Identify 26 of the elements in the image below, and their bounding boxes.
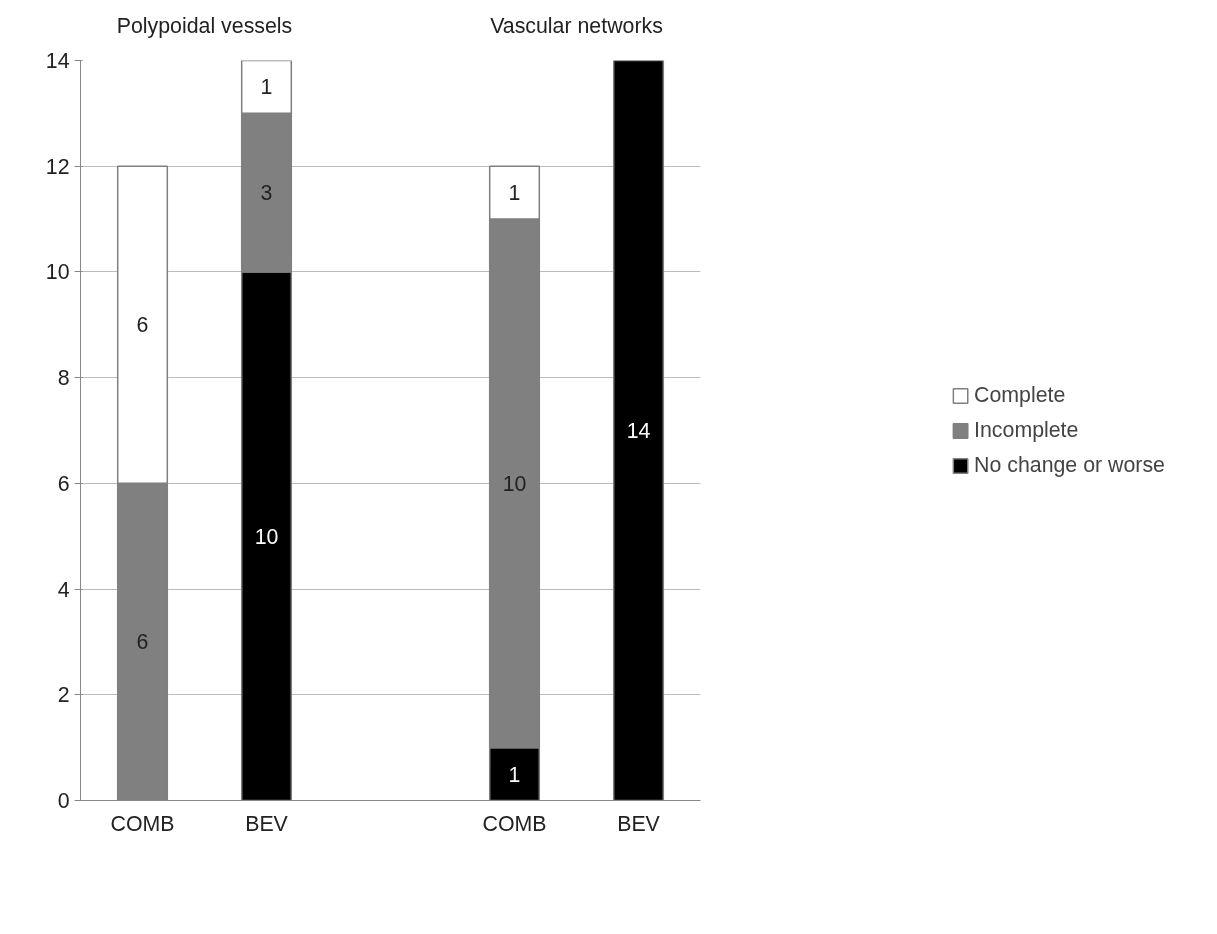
- y-tick-label: 12: [45, 154, 70, 179]
- x-tick-label: COMB: [482, 811, 547, 836]
- data-label: 1: [260, 75, 273, 100]
- y-tick-label: 6: [57, 471, 70, 496]
- data-label: 6: [136, 313, 149, 338]
- data-label: 6: [136, 630, 149, 655]
- y-tick-label: 8: [57, 366, 70, 391]
- x-tick-label: COMB: [110, 811, 175, 836]
- y-tick-label: 10: [45, 260, 70, 285]
- y-tick-label: 0: [57, 789, 70, 813]
- y-tick-label: 14: [45, 49, 70, 73]
- y-tick-label: 4: [57, 577, 70, 602]
- x-tick-label: BEV: [617, 811, 661, 836]
- legend-label: Complete: [974, 382, 1066, 408]
- legend-label: Incomplete: [974, 417, 1079, 443]
- data-label: 14: [626, 419, 651, 443]
- text: Polypoidal vessels: [116, 13, 293, 38]
- data-label: 3: [260, 181, 273, 206]
- y-tick-label: 2: [57, 683, 70, 708]
- x-tick-label: BEV: [245, 811, 289, 836]
- legend-label: No change or worse: [974, 452, 1165, 478]
- data-label: 10: [502, 471, 527, 496]
- data-label: 1: [508, 181, 521, 206]
- data-label: 1: [508, 762, 521, 787]
- text: Vascular networks: [490, 13, 663, 38]
- data-label: 10: [254, 524, 279, 549]
